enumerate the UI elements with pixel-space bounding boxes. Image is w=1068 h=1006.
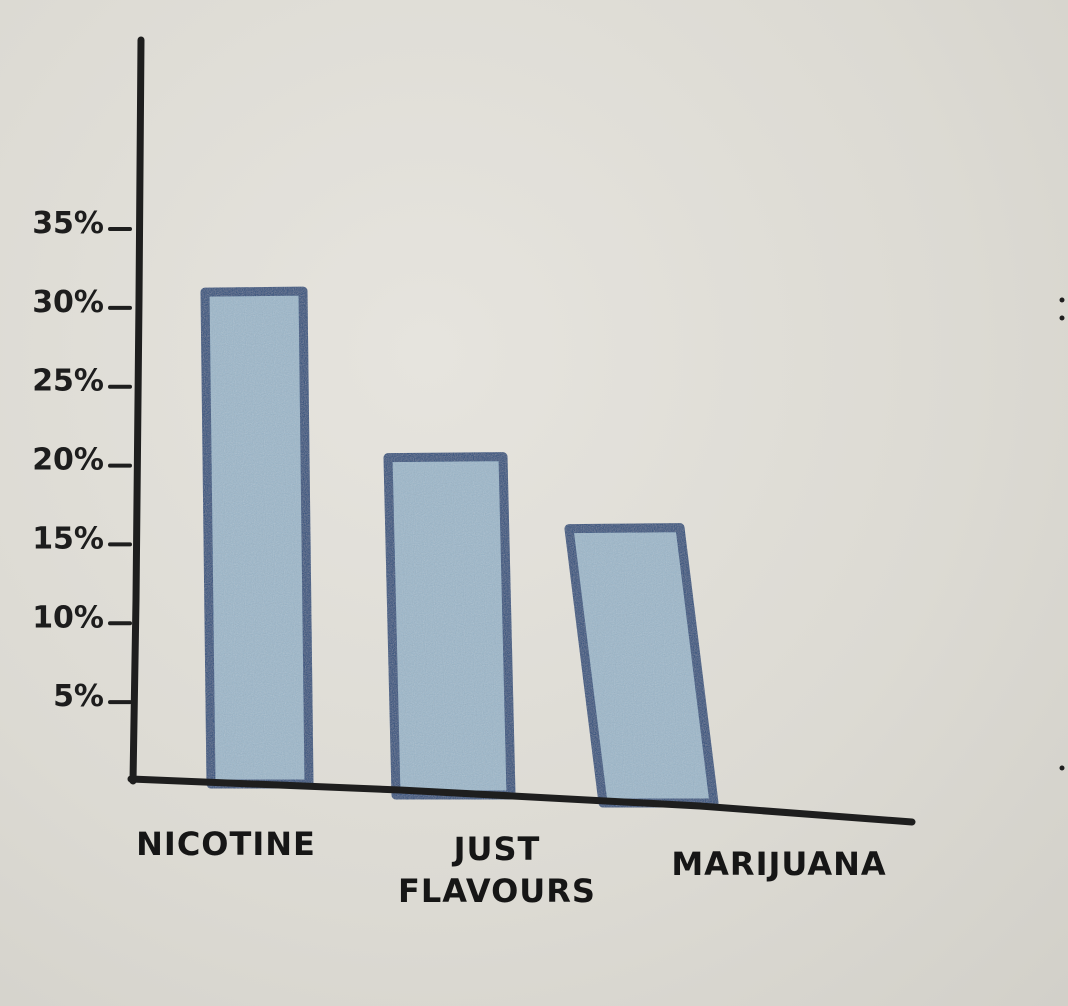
y-ticks: 5% 10% 15% 20% 25% 30% 35%: [32, 206, 132, 714]
y-tick-label: 10%: [32, 600, 104, 635]
y-tick-label: 25%: [32, 364, 104, 399]
bars-layer: [200, 286, 719, 808]
y-tick-label: 35%: [32, 206, 104, 241]
x-axis-line: [127, 775, 916, 826]
y-tick-label: 5%: [53, 679, 104, 714]
y-tick-label: 15%: [32, 521, 104, 556]
y-tick-label: 30%: [32, 285, 104, 320]
edge-dot: [1059, 765, 1065, 771]
bar-nicotine: [200, 286, 314, 789]
category-label: NICOTINE: [136, 825, 316, 863]
category-labels: NICOTINE JUST FLAVOURS MARIJUANA: [136, 825, 886, 910]
y-tick-label: 20%: [32, 443, 104, 478]
edge-dot: [1059, 315, 1065, 321]
bar-just-flavours: [383, 452, 516, 800]
category-label: MARIJUANA: [671, 845, 886, 883]
edge-marks: [1059, 297, 1065, 771]
edge-dot: [1059, 297, 1065, 303]
category-label: JUST FLAVOURS: [398, 830, 596, 910]
y-axis-line: [129, 36, 145, 785]
bar-marijuana: [564, 523, 719, 808]
axes-layer: [127, 36, 916, 826]
